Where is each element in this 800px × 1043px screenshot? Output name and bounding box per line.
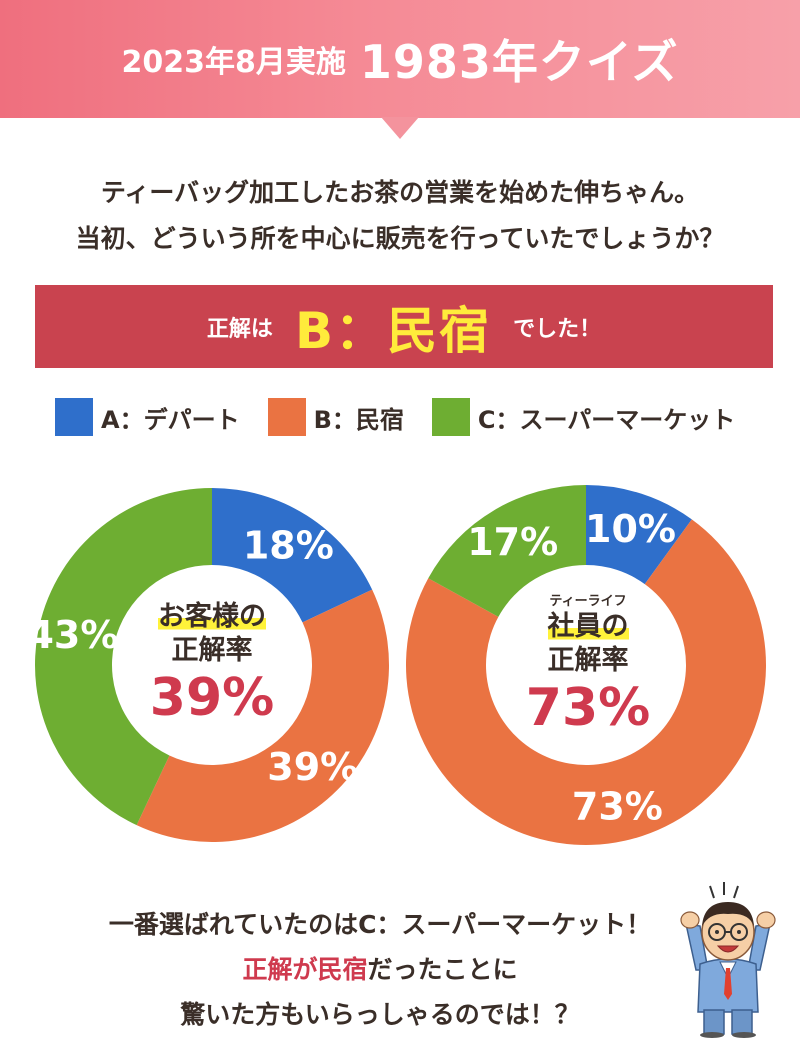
legend-swatch-a bbox=[55, 398, 93, 436]
chart-1-label-b: 39% bbox=[267, 745, 358, 789]
answer-banner: 正解は B：民宿 でした！ bbox=[35, 285, 773, 368]
chart-1-center-label-2: 正解率 bbox=[171, 635, 253, 666]
footer-line-2-red: 正解が民宿 bbox=[242, 955, 368, 984]
footer-line-1: 一番選ばれていたのはC：スーパーマーケット！ bbox=[108, 910, 652, 939]
donut-charts: 18% 39% 43% 10% 73% 17% bbox=[27, 485, 766, 845]
header-banner bbox=[0, 0, 800, 118]
footer-comment: 一番選ばれていたのはC：スーパーマーケット！ 正解が民宿だったことに 驚いた方も… bbox=[0, 902, 760, 1037]
chart-1-center-label-1: お客様の bbox=[158, 601, 266, 632]
chart-1-center: お客様の 正解率 39% bbox=[122, 600, 302, 728]
question-line-2: 当初、どういう所を中心に販売を行っていたでしょうか？ bbox=[75, 224, 725, 253]
chart-2-center-value: 73% bbox=[525, 678, 651, 738]
chart-legend: A：デパート B：民宿 C：スーパーマーケット bbox=[55, 397, 763, 437]
legend-item-a: A：デパート bbox=[55, 398, 240, 436]
answer-suffix: でした！ bbox=[513, 316, 602, 342]
chart-2-slice-b bbox=[405, 519, 766, 845]
quiz-date: 2023年8月実施 bbox=[121, 45, 346, 80]
answer-prefix: 正解は bbox=[206, 316, 273, 342]
question-text: ティーバッグ加工したお茶の営業を始めた伸ちゃん。 当初、どういう所を中心に販売を… bbox=[0, 170, 800, 262]
legend-label-b: B：民宿 bbox=[313, 405, 404, 434]
chart-1-slice-b bbox=[136, 589, 389, 842]
chart-2-center-label-1: 社員の bbox=[547, 611, 629, 642]
chart-1-center-value: 39% bbox=[149, 668, 275, 728]
header-title: 2023年8月実施 1983年クイズ bbox=[0, 0, 800, 118]
legend-label-c: C：スーパーマーケット bbox=[477, 405, 736, 434]
answer-value: B：民宿 bbox=[294, 301, 492, 360]
chart-2-center-label-2: 正解率 bbox=[547, 645, 629, 676]
chart-1-label-a: 18% bbox=[243, 524, 334, 568]
legend-label-a: A：デパート bbox=[101, 405, 240, 434]
chart-2-label-c: 17% bbox=[467, 520, 558, 564]
legend-swatch-c bbox=[431, 398, 470, 436]
banner-pointer bbox=[381, 117, 419, 139]
legend-swatch-b bbox=[267, 398, 306, 436]
chart-2-label-b: 73% bbox=[572, 785, 663, 829]
chart-2-label-a: 10% bbox=[585, 507, 676, 551]
chart-1-slice-a bbox=[212, 488, 373, 623]
footer-line-2-rest: だったことに bbox=[367, 955, 518, 984]
chart-1-slice-c bbox=[35, 488, 213, 826]
footer-line-3: 驚いた方もいらっしゃるのでは！？ bbox=[180, 1000, 580, 1029]
quiz-title: 1983年クイズ bbox=[359, 35, 679, 89]
legend-item-b: B：民宿 bbox=[267, 398, 404, 436]
question-line-1: ティーバッグ加工したお茶の営業を始めた伸ちゃん。 bbox=[100, 178, 700, 207]
chart-2-center: ティーライフ 社員の 正解率 73% bbox=[498, 594, 678, 738]
chart-2-slice-c bbox=[428, 485, 586, 617]
legend-item-c: C：スーパーマーケット bbox=[431, 398, 736, 436]
surprised-businessman-illustration bbox=[680, 882, 776, 1038]
chart-2-slice-a bbox=[586, 485, 692, 585]
chart-1-label-c: 43% bbox=[27, 613, 118, 657]
chart-2-center-small: ティーライフ bbox=[549, 594, 627, 609]
